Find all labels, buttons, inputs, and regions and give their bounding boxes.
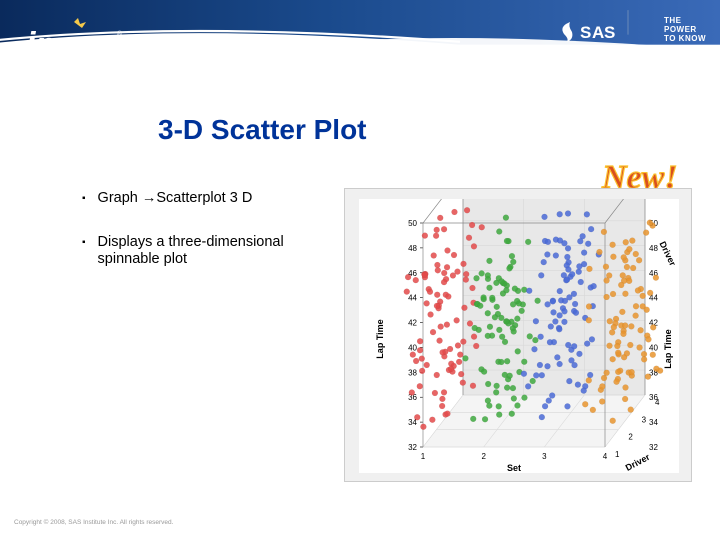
svg-text:4: 4 <box>603 452 608 461</box>
svg-text:44: 44 <box>408 294 417 303</box>
bullet-item: ▪ Displays a three-dimensional spinnable… <box>82 234 342 269</box>
svg-text:3: 3 <box>642 415 647 424</box>
svg-text:S: S <box>604 23 615 42</box>
svg-text:2: 2 <box>481 452 486 461</box>
svg-text:1: 1 <box>421 452 426 461</box>
svg-text:®: ® <box>117 30 123 38</box>
scatter3d-plot: 3232343436363838404042424444464648485050… <box>359 199 679 473</box>
svg-text:2: 2 <box>628 433 633 442</box>
svg-text:40: 40 <box>408 343 417 352</box>
svg-text:Lap Time: Lap Time <box>375 319 385 358</box>
svg-text:48: 48 <box>649 244 658 253</box>
bullet-text: Displays a three-dimensional spinnable p… <box>98 234 342 269</box>
svg-text:50: 50 <box>408 219 417 228</box>
bullet-list: ▪ Graph →Scatterplot 3 D ▪ Displays a th… <box>82 190 342 295</box>
svg-text:48: 48 <box>408 244 417 253</box>
sas-logo: S A S <box>560 20 630 47</box>
svg-text:38: 38 <box>408 368 417 377</box>
svg-text:3: 3 <box>542 452 547 461</box>
bullet-text-pre: Graph <box>98 190 142 206</box>
bullet-item: ▪ Graph →Scatterplot 3 D <box>82 190 342 208</box>
slide-title: 3-D Scatter Plot <box>158 114 367 146</box>
svg-text:Lap Time: Lap Time <box>663 329 673 368</box>
scatter3d-container: 3232343436363838404042424444464648485050… <box>344 188 692 482</box>
svg-text:4: 4 <box>655 398 660 407</box>
tagline-line2: POWER <box>664 25 706 34</box>
tagline-line1: THE <box>664 16 706 25</box>
copyright-text: Copyright © 2008, SAS Institute Inc. All… <box>14 519 173 526</box>
svg-text:S: S <box>580 23 591 42</box>
svg-text:32: 32 <box>408 443 417 452</box>
slide-header: jmp ® S A S THE POWER TO KNOW <box>0 0 720 86</box>
svg-text:Set: Set <box>507 463 521 473</box>
jmp-logo-text: jmp <box>22 26 86 64</box>
svg-text:A: A <box>592 23 604 42</box>
svg-text:40: 40 <box>649 343 658 352</box>
bullet-square-icon: ▪ <box>82 234 86 269</box>
jmp-logo: jmp ® <box>22 18 132 68</box>
sas-tagline: THE POWER TO KNOW <box>664 16 706 43</box>
tagline-line3: TO KNOW <box>664 34 706 43</box>
svg-text:42: 42 <box>408 319 417 328</box>
svg-text:Driver: Driver <box>658 240 679 268</box>
svg-text:34: 34 <box>649 418 658 427</box>
bullet-text-post: Scatterplot 3 D <box>156 190 252 206</box>
svg-text:1: 1 <box>615 450 620 459</box>
svg-text:32: 32 <box>649 443 658 452</box>
bullet-square-icon: ▪ <box>82 190 86 208</box>
arrow-icon: → <box>142 190 157 206</box>
svg-text:Driver: Driver <box>624 452 652 473</box>
